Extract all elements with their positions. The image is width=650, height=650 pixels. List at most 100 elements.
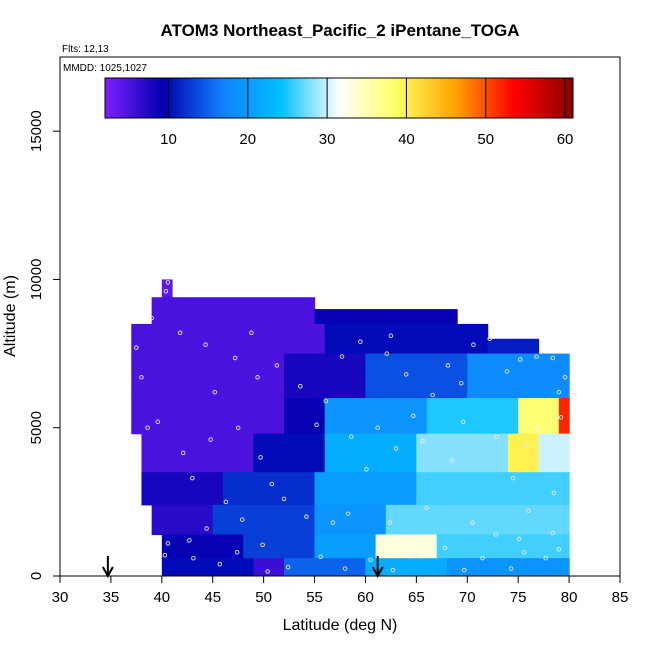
sample-point	[260, 542, 265, 548]
sample-point	[403, 372, 409, 377]
sample-point	[375, 425, 380, 430]
heatmap-cell	[243, 534, 316, 559]
sample-point	[330, 520, 336, 525]
heatmap-cell	[467, 353, 570, 399]
sample-point	[240, 517, 245, 522]
sample-point	[390, 567, 396, 573]
sample-point	[387, 520, 393, 525]
colorbar-tick-label: 40	[398, 131, 415, 148]
colorbar-tick-label: 20	[239, 131, 256, 148]
heatmap-cell	[131, 353, 285, 399]
y-tick-label: 15000	[28, 110, 45, 152]
sample-point	[550, 530, 556, 536]
heatmap-cell	[558, 398, 570, 435]
sample-point	[420, 438, 425, 444]
sample-point	[234, 550, 240, 555]
sample-point	[480, 555, 485, 561]
x-tick-label: 40	[153, 589, 170, 606]
heatmap-cell	[375, 534, 438, 559]
sample-point	[323, 398, 328, 404]
sample-point	[508, 566, 514, 571]
sample-point	[145, 425, 150, 430]
sample-point	[487, 336, 492, 341]
sample-point	[348, 434, 354, 439]
sample-point	[217, 561, 223, 567]
heatmap-cells	[131, 279, 570, 576]
heatmap-cell	[284, 558, 367, 576]
sample-point	[203, 342, 208, 347]
sample-point	[155, 419, 160, 425]
heatmap-cell	[324, 433, 417, 473]
plot-frame	[59, 56, 621, 577]
flight-arrow	[101, 556, 114, 579]
sample-point	[364, 466, 369, 472]
sample-point	[285, 564, 291, 570]
colorbar-tick-label: 10	[160, 131, 177, 148]
heatmap-cell	[151, 297, 316, 325]
x-tick-label: 70	[459, 589, 476, 606]
sample-point	[304, 514, 309, 519]
heatmap-cell	[416, 472, 570, 506]
heatmap-cell	[446, 558, 570, 576]
sample-point	[460, 419, 466, 425]
sample-point	[212, 389, 218, 395]
heatmap-cell	[365, 353, 468, 399]
heatmap-cell	[253, 558, 285, 576]
heatmap-cell	[131, 398, 285, 435]
heatmap-cell	[161, 558, 255, 576]
flights-label: Flts: 12,13	[62, 44, 109, 55]
heatmap-cell	[131, 323, 326, 355]
sample-point	[190, 475, 195, 481]
sample-point	[345, 511, 351, 516]
sample-point	[149, 315, 154, 321]
x-tick-label: 65	[408, 589, 425, 606]
x-axis: 30 35 40 45 50 55 60 65 70 75 80 85	[52, 576, 629, 606]
sample-point	[162, 552, 168, 558]
sample-point	[526, 508, 531, 514]
sample-point	[388, 333, 394, 339]
sample-point	[538, 458, 543, 463]
sample-point	[470, 520, 475, 525]
sample-point	[524, 443, 529, 448]
sample-point	[274, 363, 280, 368]
sample-point	[358, 339, 363, 344]
x-tick-label: 30	[52, 589, 69, 606]
colorbar: 10 20 30 40 50 60	[104, 77, 574, 148]
heatmap-cell	[324, 323, 489, 355]
sample-point	[339, 354, 345, 359]
sample-point	[510, 475, 516, 481]
heatmap-cell	[416, 433, 509, 473]
x-tick-label: 85	[612, 589, 629, 606]
y-tick-label: 10000	[28, 259, 45, 301]
sample-point	[249, 330, 254, 336]
sample-point	[165, 280, 171, 285]
sample-point	[562, 375, 568, 380]
sample-point	[177, 330, 183, 336]
sample-point	[314, 422, 319, 427]
sample-point	[535, 425, 540, 430]
y-tick-label: 5000	[28, 411, 45, 444]
heatmap-cell	[314, 504, 387, 536]
x-tick-label: 55	[306, 589, 323, 606]
colorbar-ticks: 10 20 30 40 50 60	[160, 78, 573, 148]
sample-point	[517, 357, 523, 362]
heatmap-cell	[365, 558, 448, 576]
heatmap-cell	[385, 504, 570, 536]
x-tick-label: 35	[103, 589, 120, 606]
heatmap-cell	[538, 433, 570, 473]
colorbar-fill	[104, 77, 574, 119]
sample-point	[258, 455, 263, 460]
sample-point	[393, 446, 399, 451]
sample-point	[550, 355, 556, 361]
sample-point	[442, 545, 448, 551]
sample-point	[298, 383, 303, 389]
heatmap-cell	[284, 398, 326, 435]
sample-point	[534, 354, 539, 359]
sample-point	[232, 355, 238, 361]
heatmap-cell	[314, 534, 377, 559]
sample-point	[430, 392, 435, 398]
heatmap-cell	[314, 309, 458, 325]
sample-point	[318, 554, 323, 559]
colorbar-tick-label: 60	[557, 131, 574, 148]
x-tick-label: 75	[510, 589, 527, 606]
